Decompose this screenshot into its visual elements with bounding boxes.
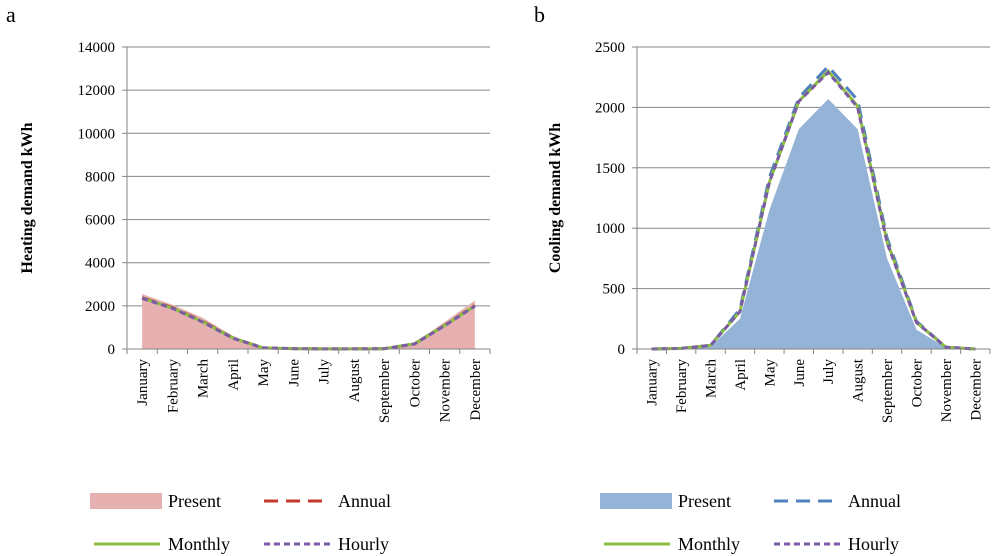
x-tick-label: October [407,359,423,407]
x-tick-label: May [256,359,272,387]
chart-panel-b: b 0 500 1000 1500 2000 2500 Cooling demand kWh J… [534,2,991,554]
legend-swatch-present [90,493,162,509]
panel-letter: b [534,2,545,27]
x-tick-label: February [165,359,181,414]
y-tick-label: 2000 [85,299,115,315]
chart-panel-a: a 0 2000 4000 6000 8000 10000 12000 14000 Heating… [6,2,491,554]
x-tick-label: December [468,359,484,421]
y-tick-label: 14000 [78,40,116,56]
y-tick-label: 1000 [595,221,625,237]
x-tick-label: October [909,359,925,407]
legend-label-monthly: Monthly [168,534,230,554]
legend-label-present: Present [168,491,221,511]
y-axis-label: Heating demand kWh [19,122,36,273]
x-tick-label: February [674,359,690,414]
y-tick-label: 12000 [78,83,116,99]
legend-label-hourly: Hourly [338,534,389,554]
y-tick-label: 6000 [85,213,115,229]
y-tick-label: 0 [108,342,116,358]
legend-label-annual: Annual [848,491,901,511]
legend-swatch-present [600,493,672,509]
x-tick-label: July [821,359,837,385]
y-tick-label: 2500 [595,40,625,56]
x-tick-label: December [968,359,984,421]
y-tick-label: 4000 [85,256,115,272]
panel-letter: a [6,2,16,27]
x-tick-label: April [226,359,242,391]
x-tick-label: June [792,359,808,387]
legend-label-monthly: Monthly [678,534,740,554]
y-tick-label: 0 [618,342,626,358]
x-tick-label: September [377,359,393,423]
y-tick-label: 8000 [85,169,115,185]
y-tick-label: 500 [603,282,626,298]
x-tick-label: March [196,359,212,399]
x-tick-label: January [645,359,661,406]
x-tick-label: March [704,359,720,399]
y-tick-label: 2000 [595,100,625,116]
y-tick-label: 1500 [595,161,625,177]
x-tick-label: August [347,358,363,402]
y-tick-label: 10000 [78,126,116,142]
x-tick-label: August [851,358,867,402]
legend-label-annual: Annual [338,491,391,511]
x-tick-label: April [733,359,749,391]
legend-label-present: Present [678,491,731,511]
x-tick-label: July [317,359,333,385]
series-area-present [142,293,475,349]
legend-label-hourly: Hourly [848,534,899,554]
x-tick-label: November [939,359,955,422]
x-tick-label: January [135,359,151,406]
x-tick-label: November [438,359,454,422]
y-axis-label: Cooling demand kWh [547,123,564,273]
x-tick-label: May [762,359,778,387]
series-line-hourly [651,70,976,351]
x-tick-label: June [286,359,302,387]
series-area-present [651,98,976,349]
x-tick-label: September [880,359,896,423]
